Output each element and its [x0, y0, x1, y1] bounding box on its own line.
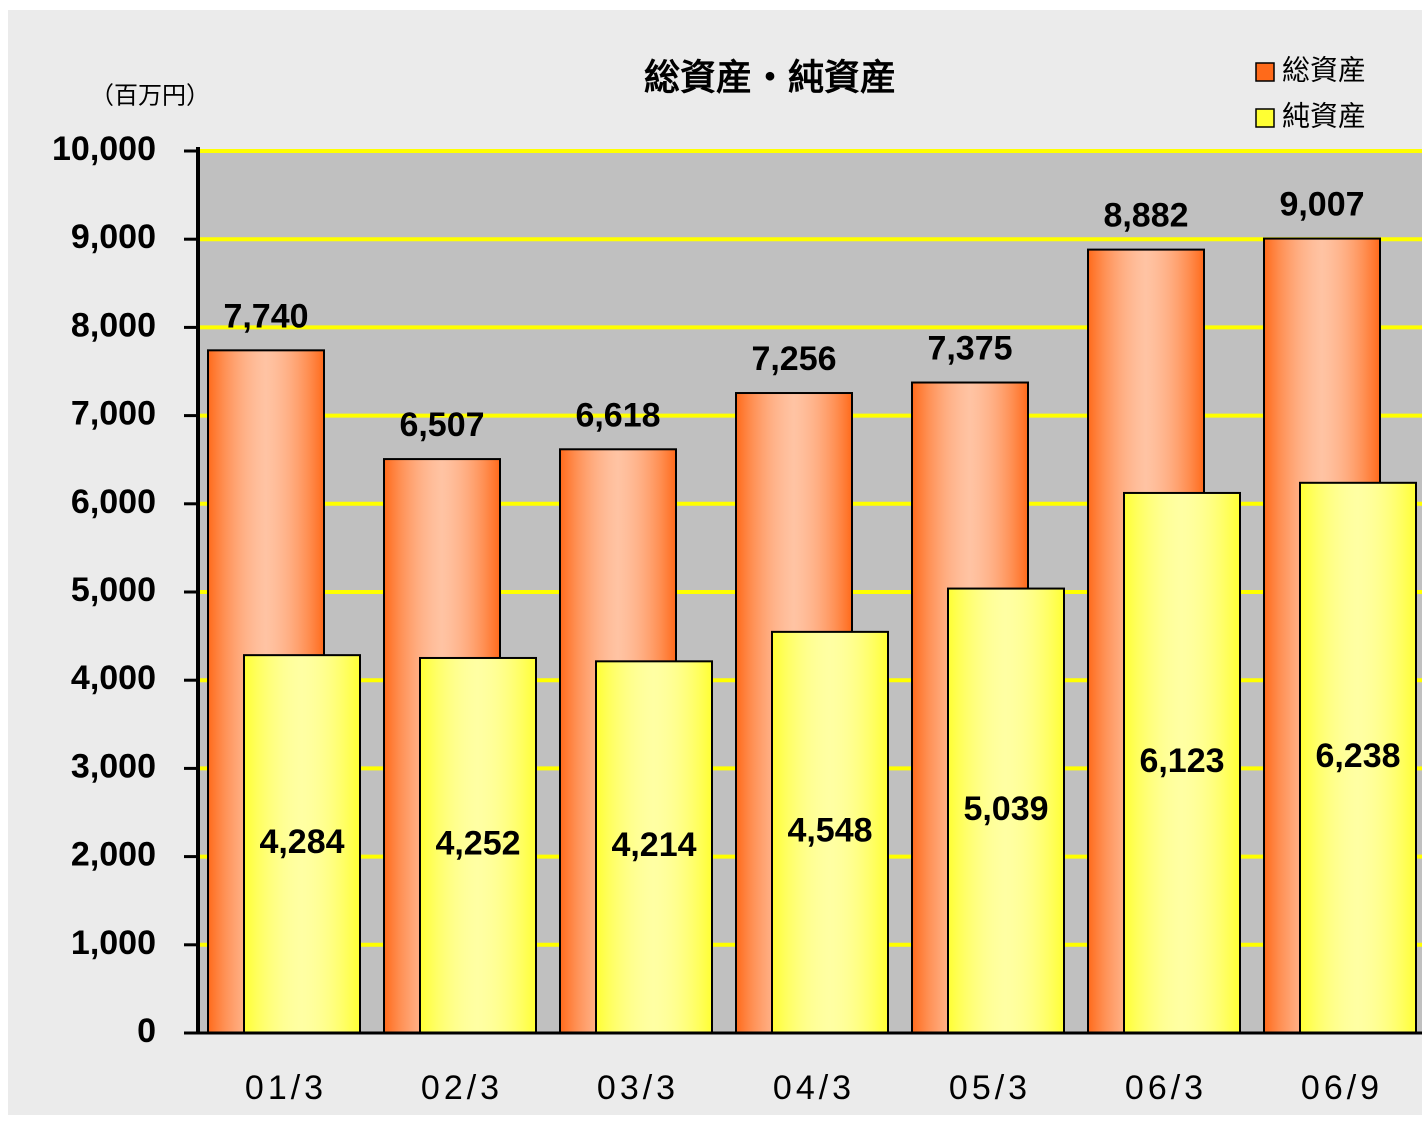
y-tick-label: 1,000 — [71, 924, 156, 962]
data-label: 6,618 — [575, 396, 660, 434]
data-label: 9,007 — [1279, 186, 1364, 224]
data-label: 4,284 — [259, 823, 344, 861]
x-tick-label: 02/3 — [421, 1069, 503, 1107]
legend-label: 純資産 — [1282, 100, 1366, 131]
y-tick-label: 3,000 — [71, 747, 156, 785]
x-tick-label: 05/3 — [949, 1069, 1031, 1107]
data-label: 7,375 — [927, 330, 1012, 368]
bar — [771, 630, 889, 1034]
bar — [1299, 481, 1417, 1034]
bar — [419, 656, 537, 1034]
bar — [595, 660, 713, 1034]
bar — [1123, 491, 1241, 1034]
data-label: 6,507 — [399, 406, 484, 444]
y-tick-label: 4,000 — [71, 659, 156, 697]
y-tick-label: 6,000 — [71, 483, 156, 521]
y-tick-label: 8,000 — [71, 306, 156, 344]
y-tick-label: 10,000 — [52, 130, 156, 168]
bar — [947, 587, 1065, 1034]
y-tick-label: 9,000 — [71, 218, 156, 256]
x-tick-label: 06/3 — [1125, 1069, 1207, 1107]
y-tick-label: 0 — [137, 1012, 156, 1050]
data-label: 7,740 — [223, 297, 308, 335]
y-tick-label: 2,000 — [71, 836, 156, 874]
legend-swatch — [1255, 62, 1275, 82]
bar — [243, 654, 361, 1034]
chart-title: 総資産・純資産 — [644, 57, 896, 98]
legend-label: 総資産 — [1282, 54, 1366, 85]
data-label: 8,882 — [1103, 197, 1188, 235]
x-tick-label: 04/3 — [773, 1069, 855, 1107]
x-tick-label: 01/3 — [245, 1069, 327, 1107]
y-unit: （百万円） — [90, 82, 210, 109]
x-tick-label: 03/3 — [597, 1069, 679, 1107]
data-label: 6,238 — [1315, 737, 1400, 775]
y-tick-label: 5,000 — [71, 571, 156, 609]
y-tick-label: 7,000 — [71, 395, 156, 433]
data-label: 6,123 — [1139, 742, 1224, 780]
data-label: 7,256 — [751, 340, 836, 378]
data-label: 4,214 — [611, 826, 696, 864]
x-tick-label: 06/9 — [1301, 1069, 1383, 1107]
data-label: 4,252 — [435, 824, 520, 862]
data-label: 5,039 — [963, 790, 1048, 828]
data-label: 4,548 — [787, 811, 872, 849]
legend-swatch — [1255, 108, 1275, 128]
